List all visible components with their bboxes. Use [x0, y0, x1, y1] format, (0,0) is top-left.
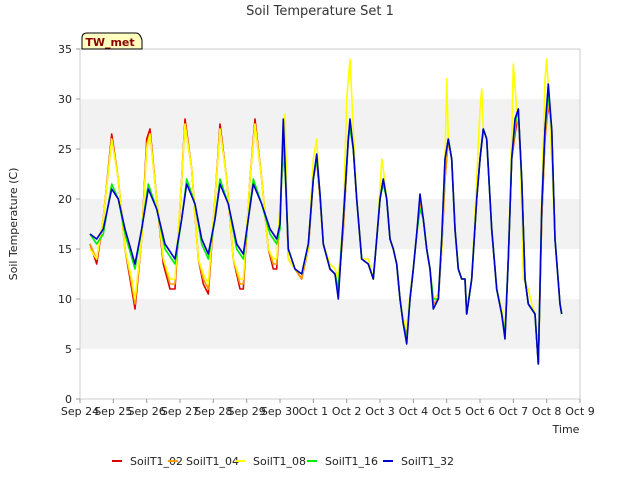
grid-band: [80, 349, 580, 399]
x-tick-label: Oct 1: [299, 405, 329, 418]
x-tick-label: Oct 7: [499, 405, 529, 418]
station-badge-label: TW_met: [85, 36, 134, 49]
legend-label: SoilT1_04: [186, 455, 239, 468]
grid-band: [80, 49, 580, 99]
x-axis-label: Time: [552, 423, 580, 436]
series-line-soilt1_32: [89, 83, 563, 365]
y-tick-label: 35: [58, 43, 72, 56]
y-tick-label: 30: [58, 93, 72, 106]
y-tick-label: 20: [58, 193, 72, 206]
y-axis-label: Soil Temperature (C): [7, 168, 20, 281]
x-tick-label: Sep 30: [261, 405, 299, 418]
station-badge: TW_met: [81, 32, 143, 50]
x-tick-label: Oct 8: [532, 405, 562, 418]
legend-label: SoilT1_02: [130, 455, 183, 468]
x-tick-label: Oct 6: [465, 405, 495, 418]
y-axis-ticks: 0 5 10 15 20 25 30 35: [58, 43, 80, 406]
y-tick-label: 5: [65, 343, 72, 356]
legend-label: SoilT1_16: [325, 455, 378, 468]
y-tick-label: 0: [65, 393, 72, 406]
y-tick-label: 25: [58, 143, 72, 156]
legend-label: SoilT1_08: [253, 455, 306, 468]
legend-label: SoilT1_32: [401, 455, 454, 468]
y-tick-label: 15: [58, 243, 72, 256]
x-tick-label: Oct 2: [332, 405, 362, 418]
x-tick-label: Sep 27: [161, 405, 199, 418]
x-tick-label: Oct 9: [565, 405, 595, 418]
x-tick-label: Sep 25: [94, 405, 132, 418]
chart-title: Soil Temperature Set 1: [246, 4, 394, 19]
grid-bands: [80, 49, 580, 399]
grid-band: [80, 149, 580, 199]
x-tick-label: Sep 28: [194, 405, 232, 418]
plot-frame: [79, 48, 581, 400]
grid-band: [80, 299, 580, 349]
series-lines: [89, 58, 563, 365]
legend: SoilT1_02 SoilT1_04 SoilT1_08 SoilT1_16 Soil…: [112, 455, 454, 468]
x-tick-label: Oct 4: [399, 405, 429, 418]
grid-band: [80, 99, 580, 149]
x-tick-label: Oct 5: [432, 405, 462, 418]
grid-band: [80, 249, 580, 299]
y-tick-label: 10: [58, 293, 72, 306]
x-tick-label: Sep 24: [61, 405, 99, 418]
x-tick-label: Oct 3: [365, 405, 395, 418]
x-tick-label: Sep 29: [228, 405, 266, 418]
x-tick-label: Sep 26: [128, 405, 166, 418]
